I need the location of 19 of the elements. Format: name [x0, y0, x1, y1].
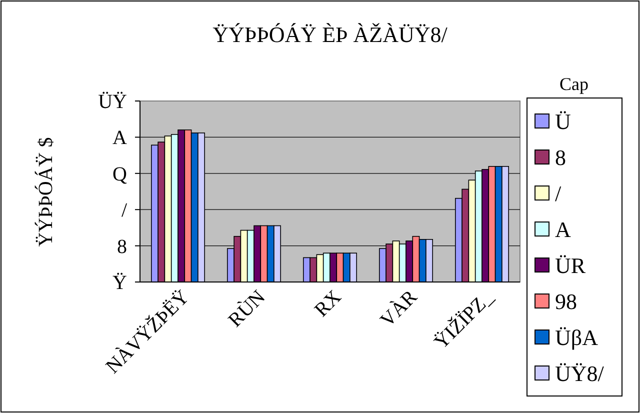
- legend-label: Ü: [555, 109, 571, 134]
- legend-label: 8: [555, 145, 566, 170]
- text: ÜŸ: [98, 91, 127, 113]
- legend-label: ÜŸ8/: [555, 361, 605, 386]
- legend-label: ÜR: [555, 253, 586, 278]
- legend-label: /: [555, 181, 562, 206]
- legend-label: 98: [555, 289, 577, 314]
- text: Q: [112, 163, 128, 186]
- chart-title: ŸÝÞÞÓÁŸ ÈÞ ÀŽÀÜŸ8/: [212, 22, 448, 47]
- legend-label: A: [555, 217, 571, 242]
- text: A: [112, 127, 128, 150]
- text: Ÿ: [112, 272, 127, 294]
- x-tick-label: RX: [310, 286, 346, 322]
- text: 8: [117, 236, 127, 258]
- text: /: [121, 200, 128, 222]
- x-tick-label: VÀR: [376, 284, 422, 332]
- y-axis-title: ŸÝÞÞÓÁŸ $: [34, 137, 57, 247]
- legend-title: Cap: [560, 74, 588, 94]
- legend-label: ÜβA: [555, 325, 598, 350]
